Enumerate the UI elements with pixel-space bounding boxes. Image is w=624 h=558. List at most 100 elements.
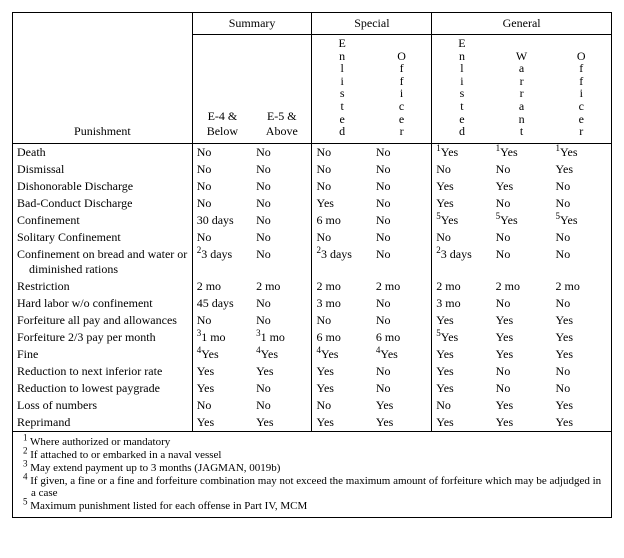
row-label-11: Fine — [13, 346, 193, 363]
cell-3-2: Yes — [312, 195, 372, 212]
cell-13-2: Yes — [312, 380, 372, 397]
cell-15-4: Yes — [432, 414, 492, 432]
cell-13-3: No — [372, 380, 432, 397]
cell-2-6: No — [552, 178, 612, 195]
cell-11-2: 4Yes — [312, 346, 372, 363]
cell-14-2: No — [312, 397, 372, 414]
cell-8-0: 45 days — [192, 295, 252, 312]
cell-5-1: No — [252, 229, 312, 246]
row-label-0: Death — [13, 144, 193, 162]
cell-3-1: No — [252, 195, 312, 212]
cell-6-3: No — [372, 246, 432, 278]
cell-1-0: No — [192, 161, 252, 178]
cell-12-2: Yes — [312, 363, 372, 380]
cell-0-1: No — [252, 144, 312, 162]
cell-10-1: 31 mo — [252, 329, 312, 346]
footnote-4: 4 If given, a fine or a fine and forfeit… — [31, 475, 605, 500]
row-label-1: Dismissal — [13, 161, 193, 178]
row-label-6: Confinement on bread and water or dimini… — [13, 246, 193, 278]
row-label-9: Forfeiture all pay and allowances — [13, 312, 193, 329]
cell-10-5: Yes — [492, 329, 552, 346]
cell-2-3: No — [372, 178, 432, 195]
cell-1-5: No — [492, 161, 552, 178]
cell-6-2: 23 days — [312, 246, 372, 278]
cell-14-3: Yes — [372, 397, 432, 414]
cell-0-6: 1Yes — [552, 144, 612, 162]
cell-7-6: 2 mo — [552, 278, 612, 295]
cell-13-0: Yes — [192, 380, 252, 397]
cell-12-0: Yes — [192, 363, 252, 380]
cell-6-5: No — [492, 246, 552, 278]
cell-2-4: Yes — [432, 178, 492, 195]
punishment-table: SummarySpecialGeneralPunishmentE-4 &Belo… — [12, 12, 612, 518]
cell-4-5: 5Yes — [492, 212, 552, 229]
cell-10-3: 6 mo — [372, 329, 432, 346]
cell-13-1: No — [252, 380, 312, 397]
cell-5-6: No — [552, 229, 612, 246]
group-header-0: Summary — [192, 13, 312, 35]
sub-header-2-0: Enlisted — [432, 35, 492, 144]
footnote-2: 2 If attached to or embarked in a naval … — [31, 449, 605, 462]
cell-7-2: 2 mo — [312, 278, 372, 295]
cell-0-5: 1Yes — [492, 144, 552, 162]
cell-4-1: No — [252, 212, 312, 229]
group-header-1: Special — [312, 13, 432, 35]
footnote-5: 5 Maximum punishment listed for each off… — [31, 500, 605, 513]
cell-15-6: Yes — [552, 414, 612, 432]
cell-1-3: No — [372, 161, 432, 178]
row-label-5: Solitary Confinement — [13, 229, 193, 246]
cell-0-3: No — [372, 144, 432, 162]
cell-6-1: No — [252, 246, 312, 278]
sub-header-2-2: Officer — [552, 35, 612, 144]
cell-5-2: No — [312, 229, 372, 246]
row-label-15: Reprimand — [13, 414, 193, 432]
cell-11-0: 4Yes — [192, 346, 252, 363]
cell-0-4: 1Yes — [432, 144, 492, 162]
sub-header-2-1: Warrant — [492, 35, 552, 144]
sub-header-1-1: Officer — [372, 35, 432, 144]
cell-3-4: Yes — [432, 195, 492, 212]
cell-8-4: 3 mo — [432, 295, 492, 312]
cell-9-6: Yes — [552, 312, 612, 329]
row-label-8: Hard labor w/o confinement — [13, 295, 193, 312]
cell-13-6: No — [552, 380, 612, 397]
cell-1-6: Yes — [552, 161, 612, 178]
row-label-3: Bad-Conduct Discharge — [13, 195, 193, 212]
cell-9-1: No — [252, 312, 312, 329]
row-label-14: Loss of numbers — [13, 397, 193, 414]
cell-1-4: No — [432, 161, 492, 178]
cell-5-4: No — [432, 229, 492, 246]
cell-9-4: Yes — [432, 312, 492, 329]
cell-12-6: No — [552, 363, 612, 380]
cell-7-3: 2 mo — [372, 278, 432, 295]
punishment-header-label: Punishment — [74, 124, 131, 138]
cell-8-3: No — [372, 295, 432, 312]
cell-14-5: Yes — [492, 397, 552, 414]
cell-6-0: 23 days — [192, 246, 252, 278]
cell-14-4: No — [432, 397, 492, 414]
cell-12-5: No — [492, 363, 552, 380]
cell-11-6: Yes — [552, 346, 612, 363]
punishment-header: Punishment — [13, 35, 193, 144]
cell-8-6: No — [552, 295, 612, 312]
cell-8-2: 3 mo — [312, 295, 372, 312]
cell-5-0: No — [192, 229, 252, 246]
cell-14-1: No — [252, 397, 312, 414]
cell-11-5: Yes — [492, 346, 552, 363]
cell-12-4: Yes — [432, 363, 492, 380]
row-label-2: Dishonorable Discharge — [13, 178, 193, 195]
cell-14-6: Yes — [552, 397, 612, 414]
cell-9-2: No — [312, 312, 372, 329]
row-label-4: Confinement — [13, 212, 193, 229]
cell-7-1: 2 mo — [252, 278, 312, 295]
row-label-7: Restriction — [13, 278, 193, 295]
cell-8-5: No — [492, 295, 552, 312]
row-label-13: Reduction to lowest paygrade — [13, 380, 193, 397]
cell-10-0: 31 mo — [192, 329, 252, 346]
sub-header-1-0: Enlisted — [312, 35, 372, 144]
cell-12-1: Yes — [252, 363, 312, 380]
cell-15-0: Yes — [192, 414, 252, 432]
cell-5-3: No — [372, 229, 432, 246]
cell-9-0: No — [192, 312, 252, 329]
cell-6-6: No — [552, 246, 612, 278]
